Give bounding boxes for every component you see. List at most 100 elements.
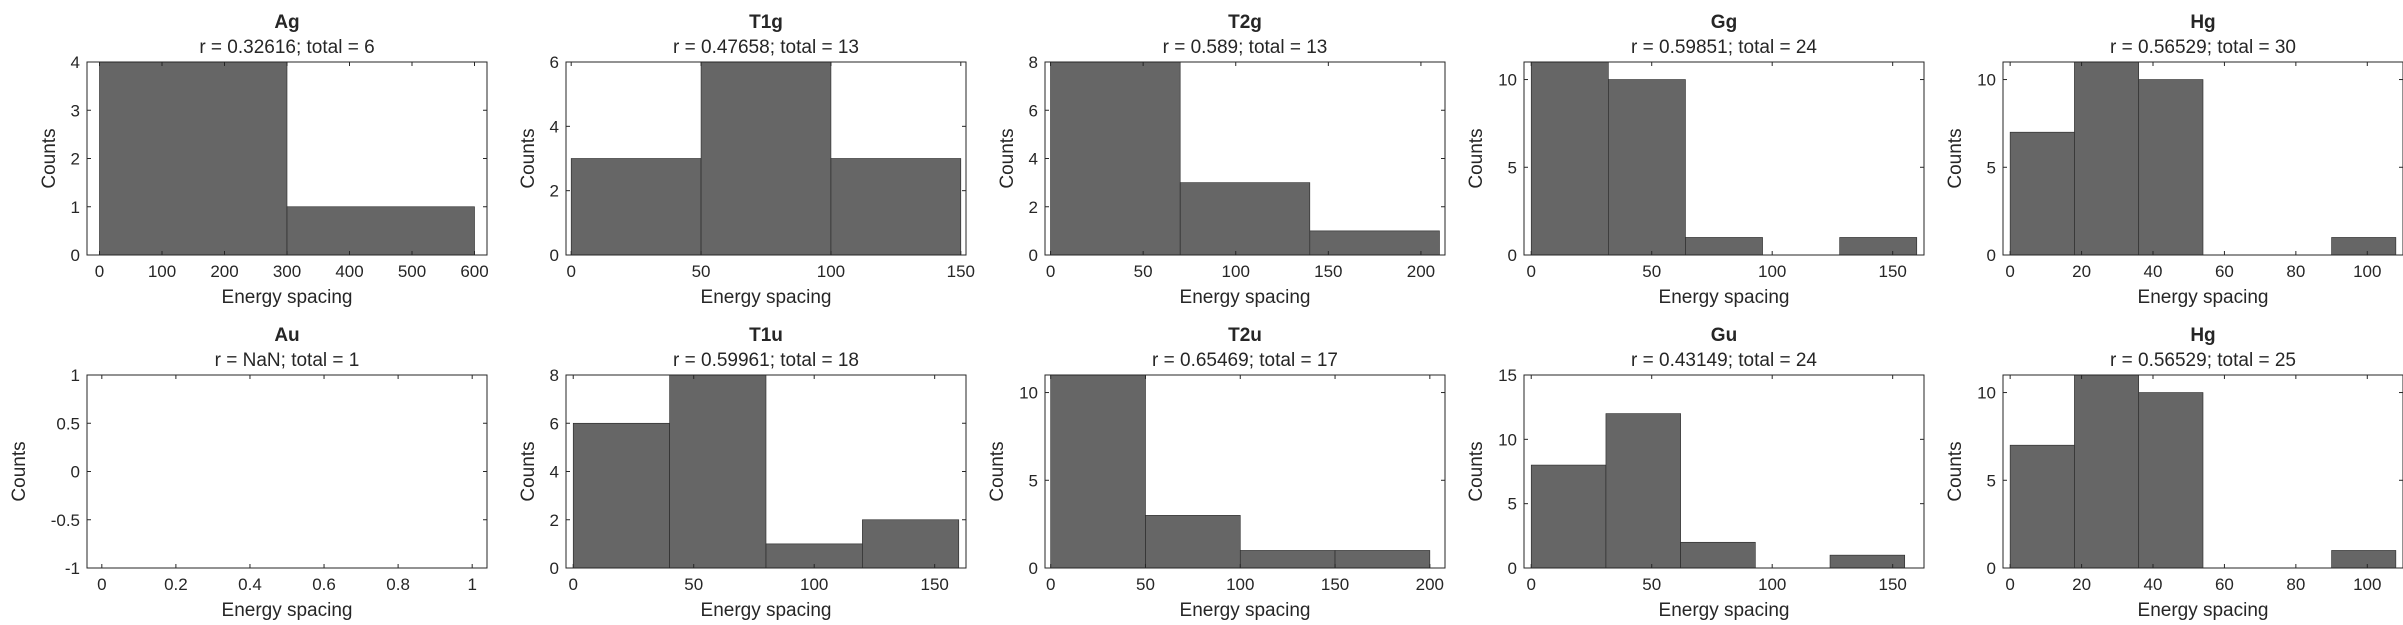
y-tick-label: 1 xyxy=(71,198,80,217)
histogram-bar xyxy=(1309,230,1440,255)
y-tick-label: 0 xyxy=(1987,559,1996,578)
subplot-subtitle: r = 0.32616; total = 6 xyxy=(199,37,374,58)
histogram-bar xyxy=(286,206,475,255)
histogram-bars xyxy=(570,62,962,255)
histogram-bar xyxy=(1685,237,1763,255)
y-tick-label: 15 xyxy=(1498,366,1517,385)
y-tick-label: 3 xyxy=(71,101,80,120)
x-tick-label: 60 xyxy=(2215,262,2234,281)
x-tick-label: 100 xyxy=(1758,262,1786,281)
x-tick-label: 1 xyxy=(467,575,476,594)
subplot-subtitle: r = 0.56529; total = 25 xyxy=(2110,350,2296,371)
y-tick-label: 0 xyxy=(1029,246,1038,265)
x-tick-label: 150 xyxy=(1878,262,1906,281)
x-tick-label: 200 xyxy=(1416,575,1444,594)
y-axis-label: Counts xyxy=(1466,128,1487,188)
y-axis-label: Counts xyxy=(518,441,539,501)
subplot-subtitle: r = 0.56529; total = 30 xyxy=(2110,37,2296,58)
histogram-bar xyxy=(1608,79,1686,255)
x-tick-label: 150 xyxy=(947,262,975,281)
histogram-bar xyxy=(1829,554,1906,568)
histogram-bars xyxy=(1050,62,1440,255)
y-tick-label: 6 xyxy=(550,53,559,72)
histogram-bar xyxy=(1050,62,1181,255)
histogram-bar xyxy=(2138,392,2204,568)
x-tick-label: 80 xyxy=(2286,262,2305,281)
y-tick-label: 6 xyxy=(1029,101,1038,120)
x-axis-label: Energy spacing xyxy=(222,600,353,621)
histogram-bar xyxy=(700,62,832,255)
y-axis-label: Counts xyxy=(1945,128,1966,188)
subplot-title: Gg xyxy=(1711,12,1737,33)
histogram-bar xyxy=(765,543,863,568)
subplot-title: T2g xyxy=(1228,12,1262,33)
y-tick-label: 5 xyxy=(1987,158,1996,177)
subplot: 0 50 100 150 0 2 4 6 8 T1u r = 0.59961; total = 18… xyxy=(518,325,967,621)
histogram-bar xyxy=(2138,79,2204,255)
histogram-bar xyxy=(2074,375,2140,568)
histogram-bar xyxy=(862,519,960,568)
histogram-bar xyxy=(570,158,702,255)
subplot-subtitle: r = NaN; total = 1 xyxy=(215,350,360,371)
histogram-bar xyxy=(1680,541,1756,568)
histogram-bar xyxy=(1179,182,1311,255)
x-tick-label: 0.6 xyxy=(312,575,336,594)
y-tick-label: 10 xyxy=(1019,384,1038,403)
subplot-title: Hg xyxy=(2190,325,2215,346)
x-tick-label: 0.4 xyxy=(238,575,262,594)
histogram-bar xyxy=(1145,515,1241,568)
y-tick-label: 2 xyxy=(550,511,559,530)
y-tick-label: 4 xyxy=(1029,150,1038,169)
x-tick-label: 50 xyxy=(1642,262,1661,281)
x-tick-label: 100 xyxy=(148,262,176,281)
axes-box xyxy=(1523,374,1925,569)
histogram-bar xyxy=(1605,413,1681,568)
y-tick-label: 4 xyxy=(550,463,559,482)
x-axis-label: Energy spacing xyxy=(1659,287,1790,308)
subplot: 0 20 40 60 80 100 0 5 10 Hg r = 0.56529; total = 3… xyxy=(1945,12,2403,308)
histogram-bar xyxy=(2331,237,2397,255)
y-tick-label: 0.5 xyxy=(56,414,80,433)
y-tick-label: 5 xyxy=(1987,471,1996,490)
x-tick-label: 40 xyxy=(2144,575,2163,594)
y-tick-label: 0 xyxy=(1508,246,1517,265)
subplot: 0 50 100 150 200 0 5 10 T2u r = 0.65469; total = … xyxy=(987,325,1446,621)
x-tick-label: 200 xyxy=(1407,262,1435,281)
y-tick-label: 8 xyxy=(1029,53,1038,72)
subplot-title: Gu xyxy=(1711,325,1737,346)
histogram-bar xyxy=(572,422,670,568)
subplot-subtitle: r = 0.59851; total = 24 xyxy=(1631,37,1817,58)
x-tick-label: 0 xyxy=(1526,262,1535,281)
histogram-bar xyxy=(2009,131,2075,255)
histogram-bars xyxy=(1530,413,1906,568)
y-tick-label: 0 xyxy=(1029,559,1038,578)
x-tick-label: 50 xyxy=(684,575,703,594)
x-tick-label: 150 xyxy=(1314,262,1342,281)
x-tick-label: 50 xyxy=(1134,262,1153,281)
y-tick-label: -0.5 xyxy=(51,511,80,530)
subplot-subtitle: r = 0.59961; total = 18 xyxy=(673,350,859,371)
subplot: 0 50 100 150 200 0 2 4 6 8 T2g r = 0.589; total = 1… xyxy=(997,12,1446,308)
y-tick-label: 4 xyxy=(71,53,80,72)
x-tick-label: 300 xyxy=(273,262,301,281)
subplot: 0 50 100 150 0 5 10 15 Gu r = 0.43149; total = 24… xyxy=(1466,325,1925,621)
histogram-bar xyxy=(2009,444,2075,568)
histogram-bar xyxy=(1334,550,1431,568)
x-tick-label: 100 xyxy=(1222,262,1250,281)
x-tick-label: 50 xyxy=(692,262,711,281)
histogram-bars xyxy=(99,62,475,255)
x-axis-label: Energy spacing xyxy=(1659,600,1790,621)
x-tick-label: 0 xyxy=(1046,262,1055,281)
x-tick-label: 20 xyxy=(2072,575,2091,594)
axes-box xyxy=(1044,374,1446,569)
y-tick-label: 2 xyxy=(1029,198,1038,217)
x-tick-label: 0 xyxy=(95,262,104,281)
subplot-title: Hg xyxy=(2190,12,2215,33)
x-tick-label: 150 xyxy=(920,575,948,594)
subplot-subtitle: r = 0.47658; total = 13 xyxy=(673,37,859,58)
y-tick-label: -1 xyxy=(65,559,80,578)
x-axis-label: Energy spacing xyxy=(222,287,353,308)
y-tick-label: 2 xyxy=(550,182,559,201)
x-tick-label: 400 xyxy=(335,262,363,281)
y-tick-label: 1 xyxy=(71,366,80,385)
